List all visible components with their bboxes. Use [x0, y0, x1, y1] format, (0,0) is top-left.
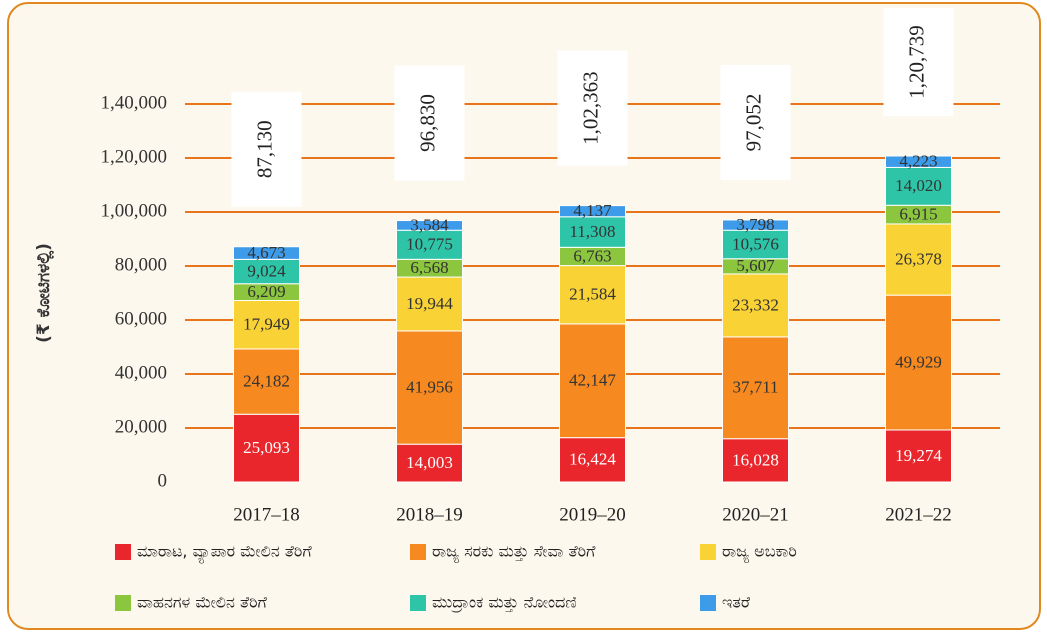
- total-box: [557, 50, 628, 166]
- value-label: 3,798: [736, 215, 774, 234]
- bar-segment: [885, 223, 952, 296]
- legend-label: ಮಾರಾಟ, ವ್ಯಾಪಾರ ಮೇಲಿನ ತೆರಿಗೆ: [137, 542, 312, 564]
- y-tick-label: 40,000: [115, 362, 167, 383]
- bar-segment: [885, 155, 952, 168]
- legend-label: ರಾಜ್ಯ ಅಬಕಾರಿ: [722, 542, 797, 563]
- value-label: 6,568: [410, 258, 448, 277]
- legend-swatch: [700, 544, 716, 560]
- legend-label: ರಾಜ್ಯ ಸರಕು ಮತ್ತು ಸೇವಾ ತೆರಿಗೆ: [432, 542, 596, 563]
- value-label: 5,607: [736, 256, 775, 275]
- value-label: 21,584: [569, 285, 616, 304]
- value-label: 24,182: [243, 372, 290, 391]
- value-label: 49,929: [895, 352, 942, 371]
- legend-label: ಇತರೆ: [722, 593, 750, 612]
- bar-segment: [396, 276, 463, 332]
- bar-segment: [559, 323, 626, 439]
- x-tick-label: 2021–22: [885, 504, 952, 525]
- value-label: 10,576: [732, 234, 779, 253]
- value-label: 6,763: [573, 246, 611, 265]
- value-label: 3,584: [410, 215, 449, 234]
- legend-label: ಮುದ್ರಾಂಕ ಮತ್ತು ನೋಂದಣಿ: [432, 593, 577, 614]
- bar-segment: [396, 220, 463, 231]
- bar-segment: [233, 246, 300, 260]
- bar-segment: [559, 216, 626, 248]
- legend-swatch: [410, 544, 426, 560]
- legend-swatch: [410, 595, 426, 611]
- value-label: 6,915: [899, 205, 937, 224]
- value-label: 26,378: [895, 249, 942, 268]
- x-tick-label: 2020–21: [722, 504, 789, 525]
- value-label: 19,274: [895, 446, 942, 465]
- y-tick-label: 20,000: [115, 416, 167, 437]
- total-label: 97,052: [741, 94, 765, 152]
- value-label: 6,209: [247, 282, 285, 301]
- bar-segment: [396, 330, 463, 445]
- value-label: 10,775: [406, 235, 453, 254]
- value-label: 25,093: [243, 438, 290, 457]
- bar-segment: [722, 229, 789, 260]
- total-label: 87,130: [252, 120, 276, 178]
- value-label: 14,020: [895, 176, 942, 195]
- x-tick-label: 2019–20: [559, 504, 626, 525]
- bar-segment: [233, 258, 300, 285]
- y-tick-label: 80,000: [115, 254, 167, 275]
- y-axis-label: (₹ ಕೋಟಿಗಳಲ್ಲಿ): [34, 243, 55, 343]
- y-tick-label: 1,00,000: [101, 200, 168, 221]
- value-label: 23,332: [732, 295, 779, 314]
- value-label: 37,711: [732, 378, 778, 397]
- value-label: 19,944: [406, 294, 453, 313]
- value-label: 4,223: [899, 152, 937, 171]
- legend-swatch: [700, 595, 716, 611]
- value-label: 16,424: [569, 450, 616, 469]
- legend-swatch: [115, 595, 131, 611]
- bar-segment: [559, 265, 626, 325]
- bar-segment: [885, 294, 952, 431]
- total-box: [394, 65, 465, 181]
- y-tick-label: 1,20,000: [101, 146, 168, 167]
- bar-segment: [233, 348, 300, 415]
- total-box: [720, 64, 791, 180]
- total-label: 1,20,739: [904, 25, 928, 99]
- bar-segment: [885, 429, 952, 483]
- y-tick-label: 1,40,000: [101, 92, 168, 113]
- value-label: 14,003: [406, 453, 453, 472]
- bar-segment: [722, 219, 789, 231]
- bar-segment: [722, 336, 789, 440]
- value-label: 9,024: [247, 261, 286, 280]
- legend-label: ವಾಹನಗಳ ಮೇಲಿನ ತೆರಿಗೆ: [137, 593, 267, 612]
- bar-segment: [559, 437, 626, 483]
- total-box: [231, 91, 302, 207]
- legend-swatch: [115, 544, 131, 560]
- value-label: 17,949: [243, 315, 290, 334]
- value-label: 41,956: [406, 377, 453, 396]
- total-box: [883, 8, 954, 117]
- y-tick-label: 0: [158, 470, 168, 491]
- value-label: 4,673: [247, 243, 285, 262]
- y-tick-label: 60,000: [115, 308, 167, 329]
- bar-segment: [722, 438, 789, 483]
- value-label: 4,137: [573, 201, 612, 220]
- bar-segment: [559, 205, 626, 218]
- value-label: 42,147: [569, 371, 616, 390]
- total-label: 1,02,363: [578, 71, 602, 145]
- bar-segment: [722, 273, 789, 338]
- bar-segment: [233, 299, 300, 350]
- bar-segment: [885, 166, 952, 206]
- x-tick-label: 2017–18: [233, 504, 300, 525]
- value-label: 11,308: [569, 222, 615, 241]
- x-tick-label: 2018–19: [396, 504, 463, 525]
- total-label: 96,830: [415, 94, 439, 152]
- value-label: 16,028: [732, 450, 779, 469]
- bar-segment: [396, 443, 463, 483]
